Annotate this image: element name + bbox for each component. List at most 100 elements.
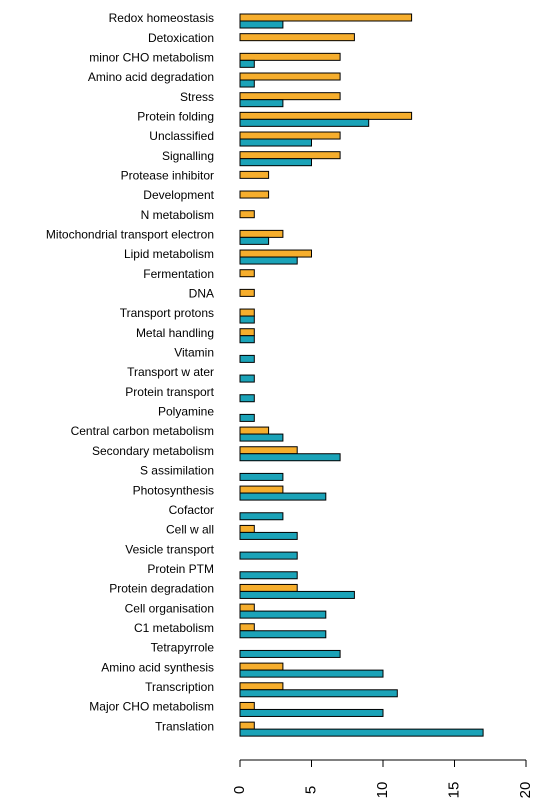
y-tick-label: Cell w all	[166, 523, 214, 537]
bar	[239, 190, 270, 199]
bar	[239, 354, 255, 363]
bar	[239, 708, 384, 717]
bar	[239, 308, 255, 317]
bar	[239, 551, 298, 560]
bar	[239, 662, 284, 671]
y-tick-label: Cell organisation	[125, 601, 214, 615]
y-tick-label: Transport protons	[120, 306, 214, 320]
bar	[239, 374, 255, 383]
x-tick-label: 15	[445, 782, 462, 799]
bar	[239, 328, 255, 337]
bar	[239, 138, 312, 147]
bar	[239, 446, 298, 455]
y-tick-label: Stress	[180, 90, 214, 104]
x-tick-label: 0	[231, 786, 248, 794]
bar	[239, 590, 355, 599]
bar	[239, 669, 384, 678]
y-tick-label: minor CHO metabolism	[89, 51, 214, 65]
y-tick-label: Development	[143, 188, 214, 202]
y-tick-label: Mitochondrial transport electron	[46, 228, 214, 242]
bar	[239, 92, 341, 101]
bar	[239, 453, 341, 462]
y-tick-label: Polyamine	[158, 405, 214, 419]
bar	[239, 59, 255, 68]
bar	[239, 433, 284, 442]
y-tick-label: Unclassified	[149, 129, 214, 143]
y-tick-label: Photosynthesis	[133, 483, 214, 497]
bar	[239, 33, 355, 42]
bar	[239, 20, 284, 29]
bar	[239, 131, 341, 140]
bar	[239, 315, 255, 324]
bar	[239, 236, 270, 245]
y-tick-label: Transport w ater	[127, 365, 214, 379]
bar	[239, 111, 413, 120]
bar	[239, 492, 327, 501]
bar	[239, 52, 341, 61]
bar	[239, 630, 327, 639]
bar	[239, 335, 255, 344]
y-tick-label: Amino acid synthesis	[101, 660, 214, 674]
x-tick-label: 10	[374, 782, 391, 799]
y-tick-label: Detoxication	[148, 31, 214, 45]
y-tick-label: Fermentation	[143, 267, 214, 281]
y-tick-label: Protein transport	[125, 385, 214, 399]
y-tick-label: Protein PTM	[147, 562, 214, 576]
bar	[239, 649, 341, 658]
bar	[239, 610, 327, 619]
y-tick-label: Lipid metabolism	[124, 247, 214, 261]
y-tick-label: Major CHO metabolism	[89, 700, 214, 714]
y-tick-label: Protein folding	[137, 110, 214, 124]
bar	[239, 701, 255, 710]
y-tick-label: Metal handling	[136, 326, 214, 340]
y-tick-label: Signalling	[162, 149, 214, 163]
bar	[239, 210, 255, 219]
bar	[239, 249, 312, 258]
bar	[239, 151, 341, 160]
y-tick-label: N metabolism	[141, 208, 214, 222]
y-tick-label: Redox homeostasis	[109, 11, 214, 25]
y-tick-label: Amino acid degradation	[88, 70, 214, 84]
bar	[239, 472, 284, 481]
bar	[239, 413, 255, 422]
bar	[239, 79, 255, 88]
bar	[239, 118, 370, 127]
bar	[239, 623, 255, 632]
bar	[239, 72, 341, 81]
bar	[239, 170, 270, 179]
bar	[239, 485, 284, 494]
bar	[239, 571, 298, 580]
bar	[239, 99, 284, 108]
bar	[239, 689, 398, 698]
bar	[239, 426, 270, 435]
y-tick-label: S assimilation	[140, 464, 214, 478]
y-tick-label: Translation	[155, 719, 214, 733]
bar	[239, 512, 284, 521]
bar	[239, 583, 298, 592]
y-tick-label: Vitamin	[174, 346, 214, 360]
y-tick-label: Vesicle transport	[125, 542, 214, 556]
y-tick-label: C1 metabolism	[134, 621, 214, 635]
x-tick-label: 5	[302, 786, 319, 794]
bar	[239, 531, 298, 540]
bar	[239, 394, 255, 403]
bar	[239, 13, 413, 22]
bar	[239, 229, 284, 238]
y-tick-label: Protein degradation	[109, 582, 214, 596]
y-tick-label: Protease inhibitor	[121, 169, 214, 183]
y-tick-label: DNA	[189, 287, 214, 301]
bar	[239, 728, 484, 737]
y-tick-label: Central carbon metabolism	[71, 424, 214, 438]
bar	[239, 158, 312, 167]
x-tick-label: 20	[517, 782, 534, 799]
y-tick-label: Cofactor	[169, 503, 214, 517]
y-tick-label: Secondary metabolism	[92, 444, 214, 458]
bar	[239, 682, 284, 691]
y-tick-label: Transcription	[145, 680, 214, 694]
bar	[239, 269, 255, 278]
bar	[239, 721, 255, 730]
bar	[239, 288, 255, 297]
bar	[239, 603, 255, 612]
bar	[239, 256, 298, 265]
